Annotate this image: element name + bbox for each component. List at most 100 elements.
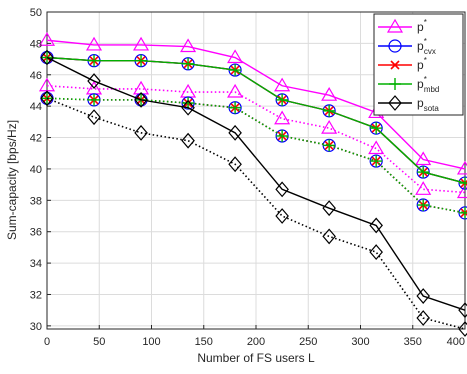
x-tick-label: 250 <box>299 336 317 348</box>
data-point <box>227 83 244 98</box>
data-point <box>456 184 467 199</box>
data-point <box>459 177 467 190</box>
data-point <box>276 129 289 142</box>
legend-marker <box>386 18 404 33</box>
x-tick-label: 300 <box>351 336 369 348</box>
data-point <box>369 217 383 234</box>
series-9 <box>40 90 467 337</box>
data-point <box>40 49 54 66</box>
data-point <box>321 119 338 134</box>
x-tick-label: 100 <box>142 336 160 348</box>
data-point <box>87 109 101 126</box>
data-point <box>40 90 54 107</box>
data-point <box>133 36 150 51</box>
y-tick-label: 30 <box>30 321 42 333</box>
series-line <box>46 97 466 214</box>
series-0 <box>38 32 467 175</box>
data-point <box>135 54 148 67</box>
data-point <box>181 132 195 149</box>
y-tick-label: 46 <box>30 70 42 82</box>
y-tick-label: 48 <box>30 38 42 50</box>
series-7 <box>41 92 467 219</box>
series-line <box>46 84 466 194</box>
y-tick-label: 40 <box>30 164 42 176</box>
data-point <box>322 228 336 245</box>
legend-marker <box>388 39 402 53</box>
data-point <box>134 124 148 141</box>
data-point <box>415 181 432 195</box>
data-point <box>417 199 430 212</box>
data-point <box>228 124 242 141</box>
y-tick-label: 42 <box>30 133 42 145</box>
x-tick-label: 0 <box>44 336 50 348</box>
tick-labels: 0 50 100 150 200 250 300 350 400 30 32 34 36 38 40 42 44… <box>30 7 465 348</box>
legend-marker <box>389 78 401 90</box>
y-tick-label: 34 <box>30 258 42 270</box>
axes <box>46 11 466 330</box>
data-point <box>228 156 242 173</box>
data-point <box>274 77 291 92</box>
x-tick-label: 400 <box>447 336 465 348</box>
data-point <box>415 151 432 166</box>
data-point <box>134 91 148 108</box>
grid <box>46 11 466 329</box>
data-point <box>417 166 430 179</box>
x-tick-label: 350 <box>404 336 422 348</box>
data-point <box>370 122 383 135</box>
data-point <box>458 321 467 337</box>
data-point <box>323 139 336 152</box>
series-line <box>46 39 466 170</box>
legend-label-sub: mbd <box>424 85 440 94</box>
legend-label-sub: sota <box>424 104 440 113</box>
data-point <box>323 104 336 117</box>
data-point <box>370 155 383 168</box>
legend-item: p* <box>378 56 427 72</box>
legend-marker <box>390 60 400 70</box>
legend-label-sup: * <box>424 56 427 65</box>
data-point <box>456 160 467 175</box>
data-point <box>227 49 244 64</box>
data-point <box>181 99 195 116</box>
data-point <box>182 57 195 70</box>
data-point <box>88 54 101 67</box>
data-point <box>275 181 289 198</box>
data-point <box>274 110 291 125</box>
series-line <box>46 56 466 184</box>
data-point <box>180 38 197 53</box>
y-tick-label: 36 <box>30 227 42 239</box>
data-point <box>368 140 385 155</box>
x-tick-label: 50 <box>93 336 105 348</box>
data-point <box>369 244 383 261</box>
legend-marker <box>388 95 402 111</box>
x-tick-label: 150 <box>195 336 213 348</box>
data-point <box>85 36 103 51</box>
x-axis-title: Number of FS users L <box>197 351 315 365</box>
series-line <box>46 56 466 311</box>
legend-label-sup: * <box>424 18 427 27</box>
data-point <box>416 310 430 326</box>
data-point <box>276 93 289 106</box>
data-point <box>321 86 338 101</box>
data-point <box>322 200 336 217</box>
data-point <box>229 64 242 77</box>
data-point <box>229 101 242 114</box>
legend-label: p* <box>417 56 427 72</box>
y-tick-label: 38 <box>30 195 42 207</box>
series-6 <box>41 51 467 190</box>
data-point <box>88 93 101 106</box>
legend-label-sup: * <box>424 75 427 84</box>
series-1 <box>38 77 467 199</box>
legend-label-sup: * <box>424 37 427 46</box>
legend-item: p* <box>378 18 427 34</box>
data-point <box>87 73 101 89</box>
x-mark-stroke <box>390 60 400 70</box>
legend-label: p* <box>417 18 427 34</box>
data-point <box>416 288 430 304</box>
series-layer <box>38 32 467 337</box>
data-point <box>38 32 56 46</box>
y-tick-label: 32 <box>30 289 42 301</box>
data-point <box>459 206 467 219</box>
y-axis-title: Sum-capacity [bps/Hz] <box>5 120 19 240</box>
